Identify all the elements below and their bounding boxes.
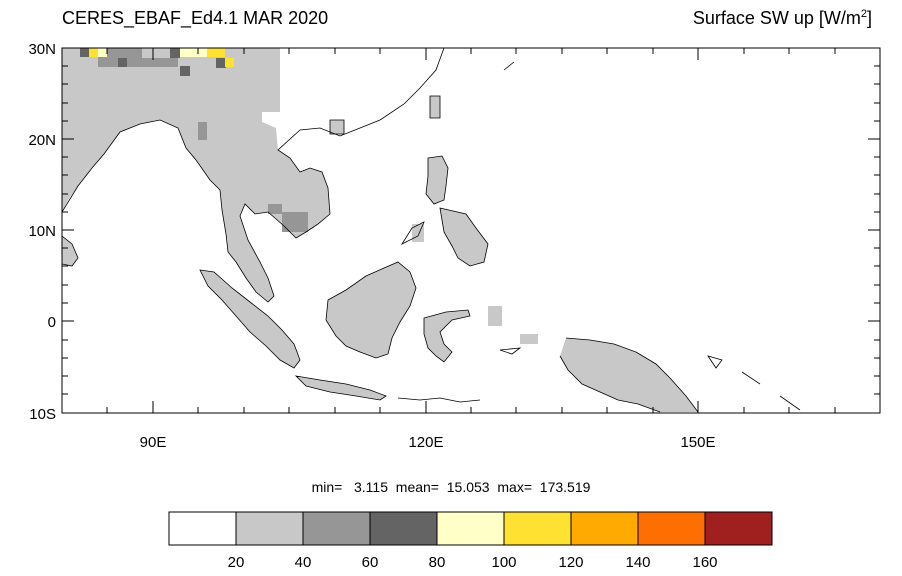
land-taiwan <box>430 96 440 118</box>
colorbar-box <box>436 511 505 546</box>
colorbar-label: 60 <box>362 554 379 571</box>
land-java <box>296 376 386 400</box>
stat-mean: 15.053 <box>446 479 490 495</box>
land-hainan <box>330 120 344 134</box>
land-india-west <box>62 236 78 266</box>
stats-line: min= 3.115 mean= 15.053 max= 173.519 <box>311 479 591 495</box>
lat-label: 10S <box>29 406 56 423</box>
colorbar <box>168 511 773 546</box>
lat-label: 10N <box>28 223 56 240</box>
lat-label: 20N <box>28 132 56 149</box>
map-title-right: Surface SW up [W/m2] <box>692 8 872 28</box>
map-land-layer <box>62 48 801 413</box>
colorbar-box <box>235 511 304 546</box>
land-sulawesi <box>424 310 470 362</box>
map-title-left: CERES_EBAF_Ed4.1 MAR 2020 <box>62 8 329 28</box>
colorbar-label: 160 <box>692 554 717 571</box>
colorbar-label: 40 <box>295 554 312 571</box>
colorbar-box <box>503 511 572 546</box>
lat-label: 0 <box>48 314 56 331</box>
colorbar-labels: 20 40 60 80 100 120 140 160 <box>228 554 718 571</box>
lon-label: 120E <box>408 434 443 451</box>
lon-labels: 90E 120E 150E <box>140 434 716 451</box>
lat-labels: 30N 20N 10N 0 10S <box>28 41 56 423</box>
colorbar-box <box>168 511 237 546</box>
colorbar-label: 20 <box>228 554 245 571</box>
land-borneo <box>326 262 416 358</box>
land-philippines-luzon <box>426 156 448 204</box>
colorbar-box <box>570 511 639 546</box>
map-yellow-cells <box>89 48 234 67</box>
map-coastlines <box>62 48 801 413</box>
colorbar-label: 120 <box>558 554 583 571</box>
land-seram <box>520 334 538 344</box>
stat-max: 173.519 <box>539 479 591 495</box>
land-sumatra <box>200 270 300 368</box>
stat-min: 3.115 <box>354 479 388 495</box>
land-new-guinea <box>560 338 698 412</box>
colorbar-box <box>369 511 438 546</box>
colorbar-box <box>637 511 706 546</box>
colorbar-label: 100 <box>491 554 516 571</box>
colorbar-label: 140 <box>625 554 650 571</box>
lat-label: 30N <box>28 41 56 58</box>
map-darker-cells <box>80 48 308 232</box>
land-halmahera <box>488 306 502 326</box>
lon-label: 150E <box>680 434 715 451</box>
land-mainland-asia <box>62 48 330 302</box>
lon-label: 90E <box>140 434 167 451</box>
land-philippines-south <box>440 208 488 266</box>
colorbar-box <box>704 511 773 546</box>
colorbar-label: 80 <box>429 554 446 571</box>
map-ticks <box>61 47 880 414</box>
colorbar-box <box>302 511 371 546</box>
